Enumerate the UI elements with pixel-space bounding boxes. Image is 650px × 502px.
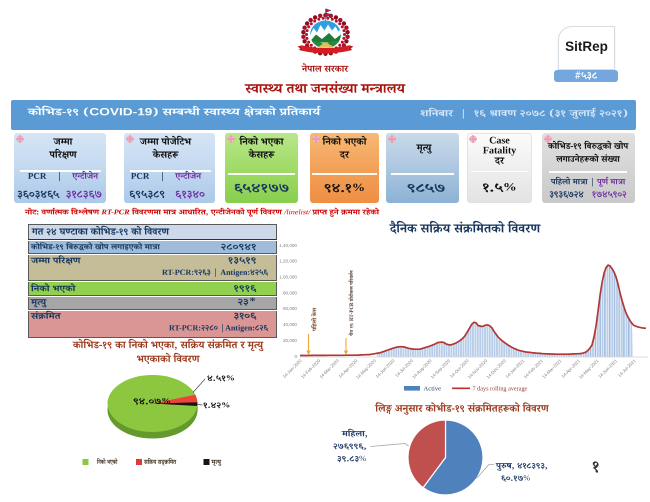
svg-text:14-Sep-2020: 14-Sep-2020 <box>430 358 452 380</box>
svg-text:14-May-2020: 14-May-2020 <box>355 358 377 380</box>
svg-text:7 days rolling average: 7 days rolling average <box>473 386 528 393</box>
svg-text:60,000: 60,000 <box>283 306 297 311</box>
svg-text:14-Jul-2021: 14-Jul-2021 <box>617 358 637 378</box>
svg-text:1,40,000: 1,40,000 <box>279 243 297 248</box>
svg-text:14-May-2021: 14-May-2021 <box>578 358 600 380</box>
svg-text:14-Mar-2021: 14-Mar-2021 <box>541 358 563 380</box>
svg-text:14-Mar-2020: 14-Mar-2020 <box>318 358 340 380</box>
svg-text:20,000: 20,000 <box>283 338 297 343</box>
svg-text:1,00,000: 1,00,000 <box>279 275 297 280</box>
svg-text:40,000: 40,000 <box>283 322 297 327</box>
svg-text:14-Jun-2021: 14-Jun-2021 <box>597 358 618 379</box>
svg-text:80,000: 80,000 <box>283 290 297 295</box>
svg-text:0: 0 <box>294 354 297 359</box>
svg-text:14-Jun-2020: 14-Jun-2020 <box>375 358 396 379</box>
svg-text:1,20,000: 1,20,000 <box>279 259 297 264</box>
svg-text:Active: Active <box>424 386 442 393</box>
